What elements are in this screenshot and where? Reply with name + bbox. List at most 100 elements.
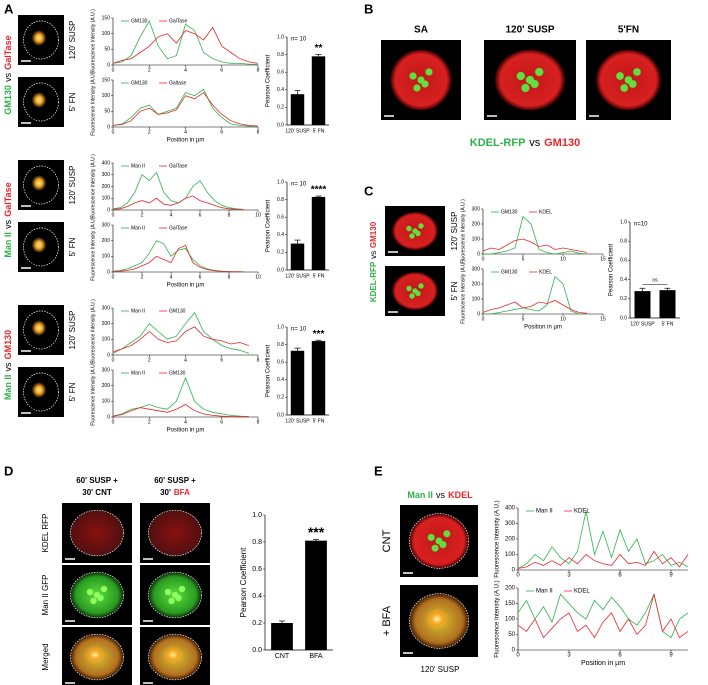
y-axis-label: Pearson Coefficient: [609, 244, 615, 297]
x-tick-label: 8: [257, 67, 260, 73]
y-tick-label: 100: [472, 296, 481, 302]
y-tick-label: 200: [472, 281, 481, 287]
golgi-spot: [427, 533, 435, 541]
golgi: [31, 237, 47, 253]
x-tick-label: 8: [257, 357, 260, 363]
profile-line: [112, 311, 250, 354]
cell: [148, 509, 202, 557]
x-axis-label: Position in µm: [167, 428, 205, 434]
panel-label: E: [374, 463, 383, 478]
profile-line: [112, 195, 244, 210]
x-tick-label: 5' FN: [313, 418, 325, 424]
y-tick-label: 0: [107, 62, 110, 68]
scale-bar-label: 4 µm: [65, 676, 78, 682]
golgi: [83, 645, 107, 665]
x-axis-label: Position in µm: [524, 325, 562, 331]
x-tick-label: 8: [228, 274, 231, 280]
panel-label: D: [4, 463, 13, 478]
golgi-spot: [171, 591, 179, 599]
scale-bar-label: 4 µm: [388, 305, 401, 311]
y-tick-label: 200: [102, 238, 111, 244]
significance: ***: [313, 329, 325, 340]
profile-line: [112, 326, 250, 353]
legend-label: GM130: [169, 308, 186, 314]
legend-label: GalTase: [169, 163, 188, 169]
golgi-spot: [100, 585, 108, 593]
golgi-spot: [86, 588, 94, 596]
n-label: n= 10: [291, 327, 307, 333]
y-tick-label: 0.6: [277, 360, 284, 366]
x-tick-label: 4: [184, 419, 187, 425]
y-tick-label: 100: [102, 399, 111, 405]
x-tick-label: 10: [255, 212, 261, 218]
y-tick-label: 200: [472, 221, 481, 227]
y-tick-label: 300: [102, 305, 111, 311]
x-tick-label: 8: [228, 212, 231, 218]
y-tick-label: 200: [102, 184, 111, 190]
legend-label: GM130: [501, 209, 518, 215]
legend-label: GM130: [501, 269, 518, 275]
y-tick-label: 300: [102, 367, 111, 373]
x-tick-label: 15: [600, 256, 606, 262]
bar-label: n=30: [308, 639, 324, 646]
scale-bar-label: 4 µm: [388, 245, 401, 251]
title-part: GalTase: [3, 35, 13, 69]
x-tick-label: 120' SUSP: [285, 273, 310, 279]
significance: ***: [308, 524, 325, 540]
column-header: 60' SUSP +: [76, 476, 118, 485]
x-tick-label: 2: [148, 357, 151, 363]
y-tick-label: 0: [107, 352, 110, 358]
legend-label: Man II: [131, 370, 145, 376]
y-axis-label: Fluorescence Intensity (A.U.): [495, 580, 501, 657]
y-tick-label: 0.8: [252, 539, 262, 546]
x-tick-label: 0: [482, 256, 485, 262]
y-tick-label: 200: [102, 383, 111, 389]
y-tick-label: 1.0: [277, 324, 284, 330]
title-part: vs: [529, 137, 541, 149]
profile-line: [112, 376, 249, 417]
condition-label: 5'FN: [618, 25, 639, 36]
golgi-spot: [417, 76, 425, 84]
x-tick-label: 2: [141, 274, 144, 280]
bar: [659, 290, 676, 318]
header-part: 30': [160, 488, 171, 497]
condition-label: SA: [414, 25, 428, 36]
golgi-spot: [525, 75, 535, 85]
title-part: KDEL-RFP: [470, 137, 526, 149]
y-axis-label: Fluorescence Intensity (A.U.): [460, 259, 466, 324]
y-tick-label: 0.0: [620, 315, 627, 321]
condition-label: 5' FN: [68, 382, 77, 401]
x-tick-label: 6: [618, 573, 622, 579]
x-tick-label: 5' FN: [662, 321, 674, 327]
profile-line: [517, 550, 689, 569]
x-tick-label: 10: [560, 256, 566, 262]
bar: [305, 540, 327, 650]
profile-line: [483, 215, 588, 255]
x-tick-label: 2: [148, 129, 151, 135]
y-tick-label: 0.0: [277, 412, 284, 418]
x-tick-label: 3: [567, 573, 571, 579]
golgi-spot: [418, 283, 424, 289]
x-tick-label: 3: [567, 653, 571, 659]
golgi: [424, 607, 450, 631]
scale-bar-label: 4 µm: [65, 552, 78, 558]
title-part: GM130: [544, 137, 580, 149]
golgi-spot: [412, 288, 418, 294]
caption: 120' SUSP: [421, 665, 460, 674]
x-tick-label: 6: [220, 419, 223, 425]
profile-line: [482, 300, 588, 314]
golgi-spot: [633, 68, 641, 76]
golgi-spot: [413, 84, 421, 92]
scale-bar-label: 4 µm: [21, 199, 34, 205]
y-tick-label: 300: [472, 266, 481, 272]
x-tick-label: 15: [600, 316, 606, 322]
condition-label: 120' SUSP: [505, 25, 554, 36]
x-tick-label: 6: [220, 129, 223, 135]
bar: [311, 341, 326, 415]
golgi-spot: [425, 68, 433, 76]
x-tick-label: 8: [257, 419, 260, 425]
condition-label: 120' SUSP: [450, 212, 459, 251]
golgi-spot: [521, 83, 530, 93]
legend-label: KDEL: [574, 589, 590, 595]
